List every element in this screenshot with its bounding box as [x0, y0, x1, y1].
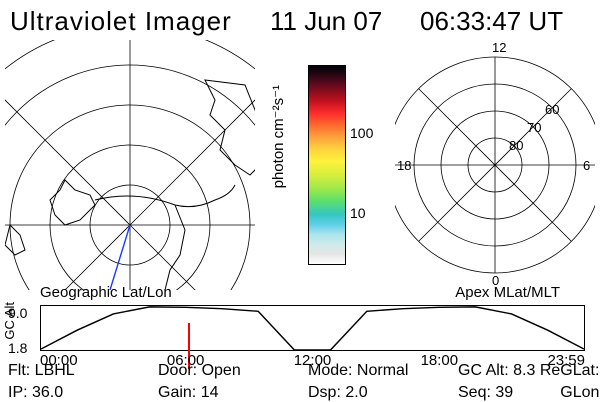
gc-alt-tick-bottom: 1.8	[8, 340, 27, 356]
colorbar-tick-100: 100	[350, 125, 373, 141]
ui-imager-window: { "header": { "title": "Ultraviolet Imag…	[0, 0, 600, 400]
info-ip: IP: 36.0	[8, 384, 158, 402]
info-door: Door: Open	[158, 362, 308, 380]
header-time: 06:33:47 UT	[420, 6, 563, 37]
altplot-left-title: Geographic Lat/Lon	[40, 284, 172, 301]
mlt-label-6: 6	[583, 158, 590, 173]
geographic-polar-map[interactable]	[5, 40, 255, 290]
mlt-label-18: 18	[397, 158, 411, 173]
colorbar-ticks: 100 10	[346, 65, 386, 265]
header-date: 11 Jun 07	[270, 6, 382, 37]
colorbar: photon cm⁻²s⁻¹ 100 10	[270, 65, 380, 295]
info-glon: GLon: 277.3	[560, 384, 600, 402]
colorbar-gradient[interactable]	[308, 65, 346, 265]
page-title: Ultraviolet Imager	[10, 6, 232, 37]
info-seq: Seq: 39	[458, 384, 560, 402]
colorbar-tick-10: 10	[350, 205, 366, 221]
mlat-label-70: 70	[527, 120, 541, 135]
colorbar-axis-label: photon cm⁻²s⁻¹	[270, 85, 288, 188]
info-glat: GLat: −72.0	[560, 362, 600, 380]
info-mode: Mode: Normal	[308, 362, 458, 380]
flight-info-grid: Flt: LBHL Door: Open Mode: Normal GC Alt…	[8, 362, 598, 400]
info-flt: Flt: LBHL	[8, 362, 158, 380]
mlat-label-60: 60	[545, 102, 559, 117]
mlt-label-12: 12	[492, 40, 506, 55]
altplot-right-title: Apex MLat/MLT	[455, 284, 560, 301]
info-gain: Gain: 14	[158, 384, 308, 402]
info-dsp: Dsp: 2.0	[308, 384, 458, 402]
gc-alt-strip-plot[interactable]: Geographic Lat/Lon Apex MLat/MLT GC Alt …	[10, 288, 590, 363]
mlat-label-80: 80	[509, 138, 523, 153]
altplot-titles: Geographic Lat/Lon Apex MLat/MLT	[40, 284, 560, 301]
gc-alt-plot-box[interactable]	[40, 305, 585, 351]
gc-alt-tick-top: 9.0	[8, 305, 27, 321]
info-gcalt: GC Alt: 8.3 Re	[458, 362, 560, 380]
apex-mlat-mlt-plot[interactable]: 12 18 6 0 60 70 80	[395, 40, 595, 290]
